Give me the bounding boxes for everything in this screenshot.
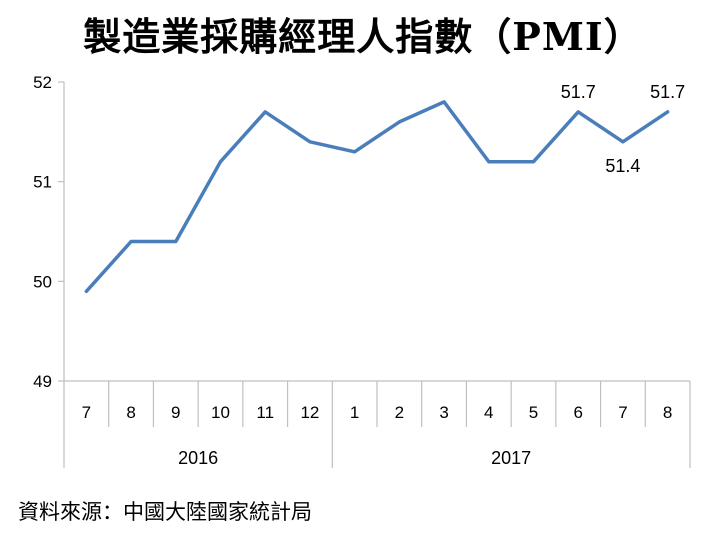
source-note: 資料來源：中國大陸國家統計局 [18, 500, 312, 524]
x-tick-label: 4 [484, 403, 493, 422]
pmi-series-line [84, 100, 670, 294]
x-tick-label: 3 [439, 403, 448, 422]
y-tick-label: 49 [33, 372, 52, 391]
x-tick-label: 1 [350, 403, 359, 422]
data-point [487, 160, 491, 164]
data-label: 51.7 [561, 82, 596, 102]
year-group-label: 2016 [178, 448, 218, 468]
y-tick-label: 50 [33, 272, 52, 291]
x-tick-label: 12 [300, 403, 319, 422]
chart-title: 製造業採購經理人指數（PMI） [83, 14, 643, 59]
year-group-label: 2017 [491, 448, 531, 468]
data-point [666, 110, 670, 114]
y-tick-label: 51 [33, 173, 52, 192]
data-point [263, 110, 267, 114]
x-tick-label: 10 [211, 403, 230, 422]
x-tick-label: 9 [171, 403, 180, 422]
data-point [397, 120, 401, 124]
x-tick-label: 11 [256, 403, 274, 422]
data-point [576, 110, 580, 114]
data-point [129, 239, 133, 243]
data-point [532, 160, 535, 164]
data-label: 51.4 [605, 156, 640, 176]
data-point [219, 160, 222, 164]
x-tick-label: 6 [573, 403, 582, 422]
x-tick-label: 2 [395, 403, 404, 422]
data-label: 51.7 [650, 82, 685, 102]
data-point [84, 289, 88, 293]
x-tick-label: 5 [529, 403, 538, 422]
x-tick-label: 7 [82, 403, 91, 422]
x-tick-label: 8 [126, 403, 135, 422]
x-tick-label: 7 [618, 403, 627, 422]
data-point [174, 239, 178, 243]
data-point [353, 150, 357, 154]
y-tick-label: 52 [33, 73, 52, 92]
data-point [621, 140, 625, 144]
data-point [308, 140, 312, 144]
data-point [442, 100, 446, 104]
x-tick-label: 8 [663, 403, 672, 422]
